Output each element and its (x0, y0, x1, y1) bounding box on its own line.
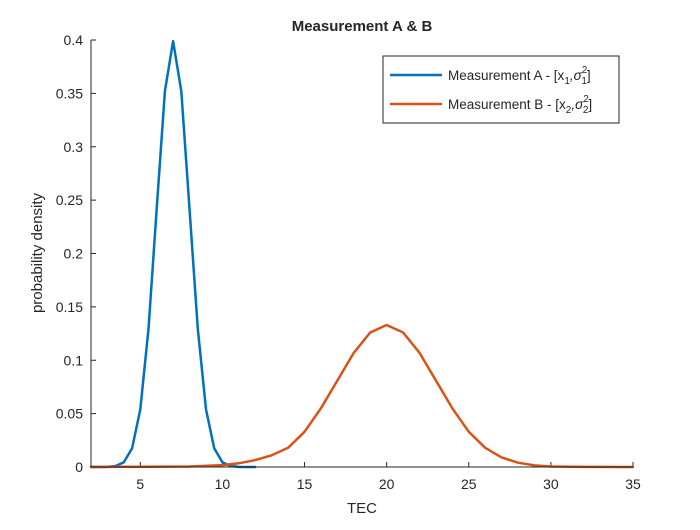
y-tick-label: 0.25 (56, 192, 83, 208)
legend-b-sub2: 2 (583, 105, 589, 116)
y-axis: 0 0.05 0.1 0.15 0.2 0.25 0.3 0.35 0.4 (56, 32, 96, 475)
legend-b-sup: 2 (583, 94, 589, 105)
x-tick-label: 35 (625, 476, 641, 492)
y-tick-label: 0.2 (64, 246, 84, 262)
x-tick-label: 5 (136, 476, 144, 492)
legend-a-main: Measurement A - [x (448, 68, 565, 83)
legend-a-sub2: 1 (581, 76, 587, 87)
y-tick-label: 0.05 (56, 406, 83, 422)
legend-b-sub1: 2 (566, 105, 572, 116)
x-axis-label: TEC (347, 500, 377, 517)
legend-b-sep: ,σ (571, 97, 584, 112)
legend[interactable]: Measurement A - [x1,σ2 1] Measurement B -… (382, 55, 620, 124)
y-axis-label: probability density (29, 192, 46, 313)
y-tick-label: 0 (75, 459, 83, 475)
chart-title: Measurement A & B (292, 18, 433, 35)
x-tick-label: 10 (215, 476, 231, 492)
x-axis: 5 10 15 20 25 30 35 (136, 462, 641, 492)
y-tick-label: 0.15 (56, 299, 83, 315)
legend-entry-a: Measurement A - [x1,σ2 1] (448, 65, 591, 87)
y-tick-label: 0.1 (64, 352, 84, 368)
x-tick-label: 30 (543, 476, 559, 492)
legend-b-main: Measurement B - [x (448, 97, 566, 112)
y-tick-label: 0.35 (56, 85, 83, 101)
legend-a-sub1: 1 (564, 76, 570, 87)
x-tick-label: 25 (461, 476, 477, 492)
legend-entry-b: Measurement B - [x2,σ2 2] (448, 94, 592, 116)
legend-a-sup: 2 (582, 65, 588, 76)
y-tick-label: 0.3 (64, 139, 84, 155)
y-tick-label: 0.4 (64, 32, 84, 48)
series-line-b (89, 323, 635, 469)
legend-a-end: ] (587, 68, 591, 83)
series-layer (89, 39, 635, 469)
x-tick-label: 20 (379, 476, 395, 492)
x-tick-label: 15 (297, 476, 313, 492)
legend-a-sep: ,σ (570, 68, 583, 83)
legend-box (382, 55, 620, 124)
legend-b-end: ] (588, 97, 592, 112)
